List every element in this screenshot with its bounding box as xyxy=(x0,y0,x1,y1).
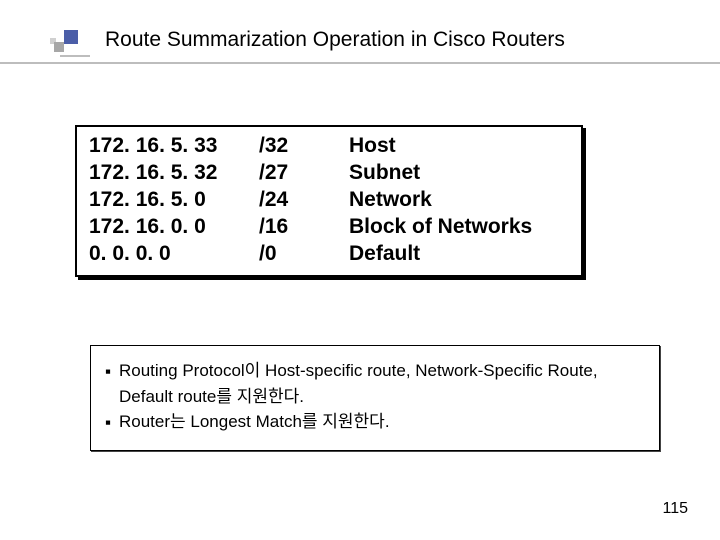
table-row: 172. 16. 5. 32 /27 Subnet xyxy=(89,160,569,187)
table-row: 0. 0. 0. 0 /0 Default xyxy=(89,241,569,268)
header-underline-short xyxy=(60,55,90,57)
cell-desc: Host xyxy=(349,133,569,160)
route-table: 172. 16. 5. 33 /32 Host 172. 16. 5. 32 /… xyxy=(75,125,583,277)
decor-square-med xyxy=(54,42,64,52)
note-item: ▪ Routing Protocol이 Host-specific route,… xyxy=(105,358,645,409)
cell-mask: /27 xyxy=(259,160,349,187)
cell-mask: /16 xyxy=(259,214,349,241)
cell-desc: Block of Networks xyxy=(349,214,569,241)
cell-mask: /32 xyxy=(259,133,349,160)
cell-mask: /24 xyxy=(259,187,349,214)
cell-desc: Network xyxy=(349,187,569,214)
header: Route Summarization Operation in Cisco R… xyxy=(0,18,720,62)
header-underline xyxy=(0,62,720,64)
page-number: 115 xyxy=(662,500,688,518)
note-item: ▪ Router는 Longest Match를 지원한다. xyxy=(105,409,645,436)
table-row: 172. 16. 0. 0 /16 Block of Networks xyxy=(89,214,569,241)
cell-desc: Subnet xyxy=(349,160,569,187)
note-text: Routing Protocol이 Host-specific route, N… xyxy=(119,358,645,409)
cell-addr: 172. 16. 0. 0 xyxy=(89,214,259,241)
cell-addr: 0. 0. 0. 0 xyxy=(89,241,259,268)
cell-addr: 172. 16. 5. 33 xyxy=(89,133,259,160)
cell-mask: /0 xyxy=(259,241,349,268)
cell-addr: 172. 16. 5. 32 xyxy=(89,160,259,187)
page-title: Route Summarization Operation in Cisco R… xyxy=(105,28,565,52)
table-row: 172. 16. 5. 0 /24 Network xyxy=(89,187,569,214)
slide: Route Summarization Operation in Cisco R… xyxy=(0,0,720,540)
cell-addr: 172. 16. 5. 0 xyxy=(89,187,259,214)
note-text: Router는 Longest Match를 지원한다. xyxy=(119,409,645,436)
notes-box: ▪ Routing Protocol이 Host-specific route,… xyxy=(90,345,660,451)
cell-desc: Default xyxy=(349,241,569,268)
decor-square-large xyxy=(64,30,78,44)
table-row: 172. 16. 5. 33 /32 Host xyxy=(89,133,569,160)
bullet-icon: ▪ xyxy=(105,358,119,409)
bullet-icon: ▪ xyxy=(105,409,119,436)
